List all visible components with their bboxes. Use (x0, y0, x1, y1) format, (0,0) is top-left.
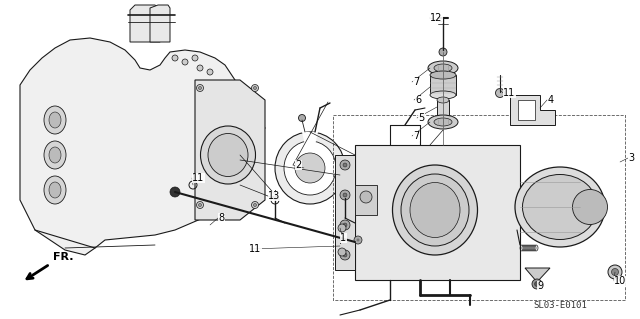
Ellipse shape (522, 174, 598, 240)
Text: 9: 9 (537, 281, 543, 291)
Circle shape (298, 115, 305, 122)
Circle shape (182, 59, 188, 65)
Circle shape (532, 279, 542, 289)
Polygon shape (195, 80, 265, 220)
Circle shape (172, 55, 178, 61)
Circle shape (343, 253, 347, 257)
Circle shape (338, 224, 346, 232)
Polygon shape (302, 132, 318, 168)
Circle shape (197, 65, 203, 71)
Ellipse shape (401, 174, 469, 246)
Ellipse shape (208, 133, 248, 176)
Polygon shape (130, 5, 160, 42)
Circle shape (196, 85, 204, 92)
Circle shape (611, 269, 618, 276)
Ellipse shape (430, 91, 456, 99)
Text: 8: 8 (218, 213, 224, 223)
Polygon shape (335, 155, 355, 270)
Text: 4: 4 (548, 95, 554, 105)
Ellipse shape (49, 182, 61, 198)
Circle shape (338, 248, 346, 256)
Ellipse shape (434, 118, 452, 126)
Circle shape (252, 202, 259, 209)
Circle shape (495, 88, 504, 98)
Text: 1: 1 (340, 233, 346, 243)
Circle shape (354, 236, 362, 244)
Ellipse shape (392, 165, 477, 255)
Text: 11: 11 (503, 88, 515, 98)
Ellipse shape (295, 153, 325, 183)
Text: 11: 11 (192, 173, 204, 183)
Text: 12: 12 (430, 13, 442, 23)
Text: 11: 11 (249, 244, 261, 254)
Circle shape (439, 48, 447, 56)
Ellipse shape (44, 141, 66, 169)
Ellipse shape (284, 141, 336, 195)
Ellipse shape (515, 167, 605, 247)
Polygon shape (150, 5, 170, 42)
Ellipse shape (275, 132, 345, 204)
Circle shape (207, 69, 213, 75)
Circle shape (170, 187, 180, 197)
Text: 5: 5 (418, 113, 424, 123)
Circle shape (343, 223, 347, 227)
Circle shape (534, 281, 540, 286)
Circle shape (340, 190, 350, 200)
Circle shape (340, 160, 350, 170)
Circle shape (356, 239, 360, 241)
Circle shape (608, 265, 622, 279)
Polygon shape (20, 38, 265, 255)
Ellipse shape (200, 126, 255, 184)
Circle shape (196, 202, 204, 209)
Text: 10: 10 (614, 276, 627, 286)
Circle shape (198, 204, 202, 206)
Ellipse shape (428, 115, 458, 129)
Circle shape (340, 250, 350, 260)
Text: 3: 3 (628, 153, 634, 163)
Circle shape (350, 237, 360, 247)
Ellipse shape (428, 61, 458, 75)
Circle shape (192, 55, 198, 61)
Ellipse shape (410, 182, 460, 238)
Circle shape (340, 220, 350, 230)
Polygon shape (510, 95, 555, 125)
Ellipse shape (573, 189, 607, 225)
Ellipse shape (430, 71, 456, 79)
Ellipse shape (44, 176, 66, 204)
Polygon shape (525, 268, 550, 282)
Circle shape (252, 85, 259, 92)
Circle shape (343, 193, 347, 197)
Polygon shape (518, 100, 535, 120)
Text: 7: 7 (413, 77, 419, 87)
Ellipse shape (49, 112, 61, 128)
Circle shape (253, 204, 257, 206)
Polygon shape (430, 75, 456, 95)
Circle shape (198, 86, 202, 90)
Ellipse shape (49, 147, 61, 163)
Text: 6: 6 (415, 95, 421, 105)
Text: FR.: FR. (53, 252, 74, 262)
Bar (355, 185, 377, 215)
Text: 7: 7 (413, 131, 419, 141)
Circle shape (253, 86, 257, 90)
Polygon shape (437, 100, 449, 115)
Text: 2: 2 (295, 160, 301, 170)
Ellipse shape (437, 97, 449, 103)
Circle shape (360, 191, 372, 203)
Circle shape (343, 163, 347, 167)
Text: SL03-E0101: SL03-E0101 (533, 301, 587, 310)
Text: 13: 13 (268, 191, 280, 201)
Polygon shape (355, 145, 520, 280)
Ellipse shape (44, 106, 66, 134)
Ellipse shape (434, 64, 452, 72)
